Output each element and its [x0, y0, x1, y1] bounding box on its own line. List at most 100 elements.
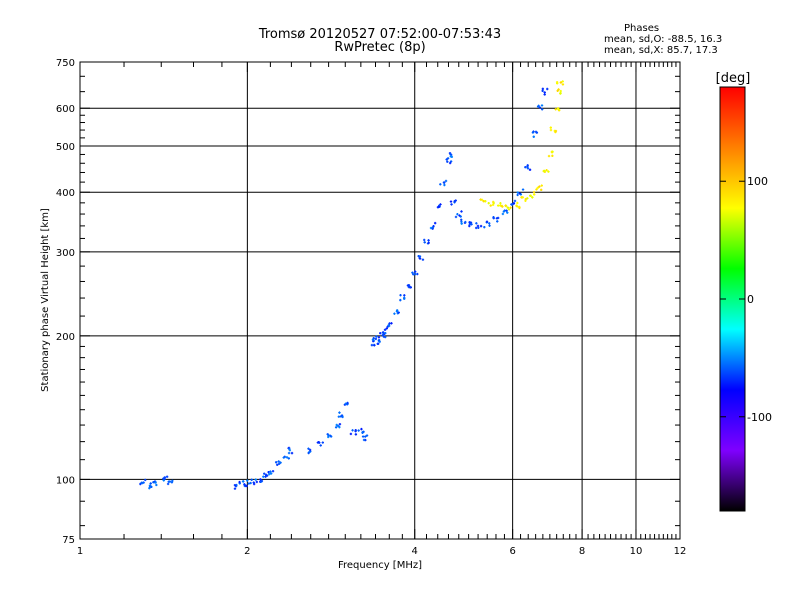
data-point [515, 205, 519, 208]
phases-x-stats: mean, sd,X: 85.7, 17.3 [604, 45, 718, 56]
data-point [470, 223, 473, 226]
data-point [337, 415, 341, 418]
data-point [168, 480, 172, 483]
data-point [439, 183, 442, 186]
data-point [166, 482, 170, 486]
data-point [496, 220, 499, 223]
data-point [559, 92, 562, 95]
data-point [287, 451, 291, 455]
grid-lines [80, 62, 680, 539]
data-point [449, 155, 453, 158]
data-point [474, 226, 478, 230]
data-point [378, 340, 381, 343]
data-point [277, 462, 281, 466]
data-point [545, 169, 548, 172]
data-point [252, 481, 255, 484]
data-point [516, 191, 519, 194]
y-tick-label: 600 [56, 104, 75, 115]
data-point [381, 331, 385, 334]
data-point [372, 337, 375, 340]
data-point [512, 202, 515, 205]
chart-title: Tromsø 20120527 07:52:00-07:53:43 [258, 27, 502, 42]
data-point [546, 87, 549, 91]
data-point [501, 205, 504, 208]
data-point [449, 160, 453, 163]
data-point [537, 104, 540, 108]
data-point [541, 89, 544, 93]
data-point [361, 435, 365, 438]
data-point [483, 225, 486, 229]
data-point [516, 201, 519, 205]
data-point [468, 221, 471, 224]
data-point [377, 338, 381, 342]
data-point [254, 478, 257, 481]
data-point [413, 270, 417, 273]
data-point [531, 131, 535, 134]
data-point [429, 226, 433, 230]
data-point [388, 322, 391, 325]
data-point [288, 448, 292, 452]
data-point [308, 448, 312, 452]
data-point [505, 209, 508, 212]
data-point [448, 161, 452, 165]
data-point [360, 427, 363, 431]
y-tick-label: 75 [62, 535, 75, 546]
data-point [250, 478, 253, 481]
data-point [526, 197, 529, 200]
data-point [456, 212, 459, 216]
data-point [431, 227, 434, 230]
data-point [543, 91, 546, 94]
data-point [433, 221, 437, 225]
data-point [282, 456, 285, 459]
data-point [233, 487, 237, 490]
data-point [395, 309, 399, 312]
data-point [381, 333, 384, 337]
data-point [148, 484, 152, 487]
data-point [354, 433, 358, 436]
data-point [427, 239, 430, 242]
data-point [482, 200, 485, 203]
data-point [540, 188, 543, 192]
scatter-points [139, 80, 565, 490]
data-point [338, 411, 341, 414]
y-axis-label: Stationary phase Virtual Height [km] [40, 208, 51, 392]
data-point [364, 435, 367, 438]
data-point [243, 483, 246, 486]
data-point [406, 284, 410, 287]
data-point [488, 222, 491, 225]
data-point [149, 482, 152, 485]
data-point [528, 168, 532, 171]
data-point [379, 332, 382, 335]
chart-subtitle: RwPretec (8p) [334, 40, 426, 55]
y-tick-label: 750 [56, 58, 75, 69]
data-point [531, 196, 534, 199]
colorbar-tick-label: -100 [747, 411, 772, 424]
data-point [370, 343, 374, 347]
x-tick-label: 12 [674, 546, 687, 557]
data-point [260, 479, 264, 483]
data-point [459, 215, 462, 218]
data-point [307, 447, 310, 450]
data-point [439, 203, 442, 206]
data-point [339, 415, 343, 418]
data-point [385, 327, 388, 330]
data-point [510, 203, 513, 206]
data-point [442, 181, 446, 184]
data-point [233, 483, 237, 487]
data-point [285, 456, 289, 459]
data-point [496, 204, 500, 207]
data-point [460, 222, 463, 225]
data-point [269, 470, 272, 473]
data-point [287, 457, 290, 460]
data-point [526, 167, 530, 170]
y-tick-label: 100 [56, 475, 75, 486]
colorbar-ticks: 100 0 -100 [720, 175, 772, 424]
y-tick-label: 200 [56, 332, 75, 343]
data-point [561, 83, 565, 86]
data-point [384, 331, 387, 335]
data-point [487, 202, 490, 205]
data-point [290, 451, 294, 455]
data-point [547, 170, 550, 173]
